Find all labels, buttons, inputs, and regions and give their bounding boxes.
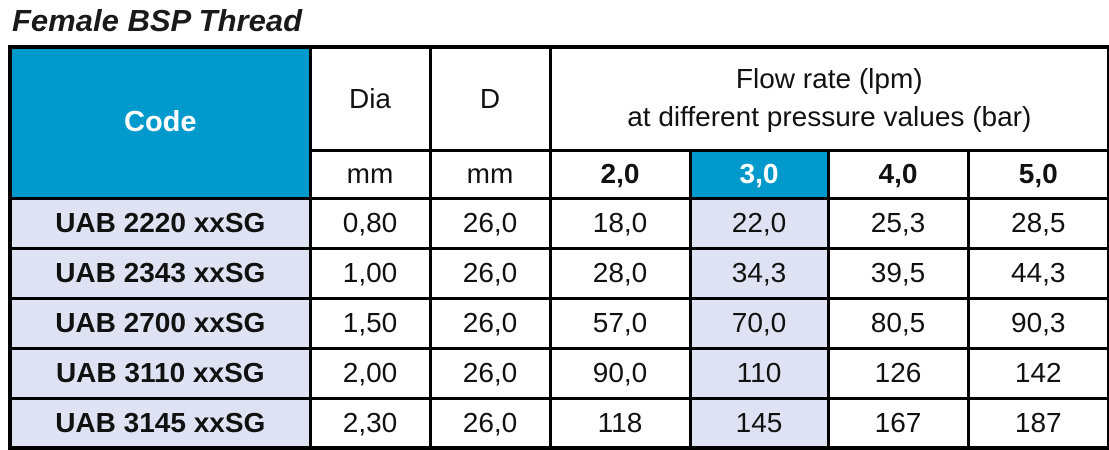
dia-header: Dia <box>308 45 432 152</box>
value-cell: 80,5 <box>826 296 970 350</box>
unit-cell: mm <box>428 148 552 200</box>
value-cell: 22,0 <box>688 196 830 250</box>
value-cell: 18,0 <box>548 196 692 250</box>
value-cell: 26,0 <box>428 346 552 400</box>
code-cell: UAB 3145 xxSG <box>8 396 312 450</box>
flow-table: Code Dia D Flow rate (lpm) at different … <box>8 45 1109 450</box>
pressure-header: 3,0 <box>688 148 830 200</box>
value-cell: 26,0 <box>428 196 552 250</box>
value-cell: 90,0 <box>548 346 692 400</box>
value-cell: 1,50 <box>308 296 432 350</box>
table-row: UAB 2343 xxSG 1,00 26,0 28,0 34,3 39,5 44,3 <box>8 246 1109 300</box>
value-cell: 0,80 <box>308 196 432 250</box>
value-cell: 145 <box>688 396 830 450</box>
value-cell: 28,5 <box>966 196 1109 250</box>
value-cell: 26,0 <box>428 396 552 450</box>
value-cell: 142 <box>966 346 1109 400</box>
value-cell: 90,3 <box>966 296 1109 350</box>
flow-header: Flow rate (lpm) <box>548 45 1109 99</box>
table-title: Female BSP Thread <box>12 3 303 38</box>
value-cell: 167 <box>826 396 970 450</box>
value-cell: 25,3 <box>826 196 970 250</box>
value-cell: 39,5 <box>826 246 970 300</box>
value-cell: 34,3 <box>688 246 830 300</box>
value-cell: 110 <box>688 346 830 400</box>
value-cell: 187 <box>966 396 1109 450</box>
value-cell: 26,0 <box>428 246 552 300</box>
value-cell: 1,00 <box>308 246 432 300</box>
table-row: UAB 3145 xxSG 2,30 26,0 118 145 167 187 <box>8 396 1109 450</box>
value-cell: 70,0 <box>688 296 830 350</box>
code-cell: UAB 3110 xxSG <box>8 346 312 400</box>
value-cell: 2,30 <box>308 396 432 450</box>
pressure-header: 4,0 <box>826 148 970 200</box>
value-cell: 44,3 <box>966 246 1109 300</box>
flow-subheader: at different pressure values (bar) <box>548 99 1109 152</box>
table-row: UAB 2220 xxSG 0,80 26,0 18,0 22,0 25,3 28,5 <box>8 196 1109 250</box>
value-cell: 28,0 <box>548 246 692 300</box>
code-header: Code <box>8 45 312 200</box>
value-cell: 118 <box>548 396 692 450</box>
value-cell: 2,00 <box>308 346 432 400</box>
value-cell: 26,0 <box>428 296 552 350</box>
unit-cell: mm <box>308 148 432 200</box>
code-cell: UAB 2700 xxSG <box>8 296 312 350</box>
pressure-header: 5,0 <box>966 148 1109 200</box>
table-row: UAB 3110 xxSG 2,00 26,0 90,0 110 126 142 <box>8 346 1109 400</box>
value-cell: 126 <box>826 346 970 400</box>
code-cell: UAB 2220 xxSG <box>8 196 312 250</box>
value-cell: 57,0 <box>548 296 692 350</box>
pressure-header: 2,0 <box>548 148 692 200</box>
d-header: D <box>428 45 552 152</box>
table-row: UAB 2700 xxSG 1,50 26,0 57,0 70,0 80,5 90,3 <box>8 296 1109 350</box>
code-cell: UAB 2343 xxSG <box>8 246 312 300</box>
